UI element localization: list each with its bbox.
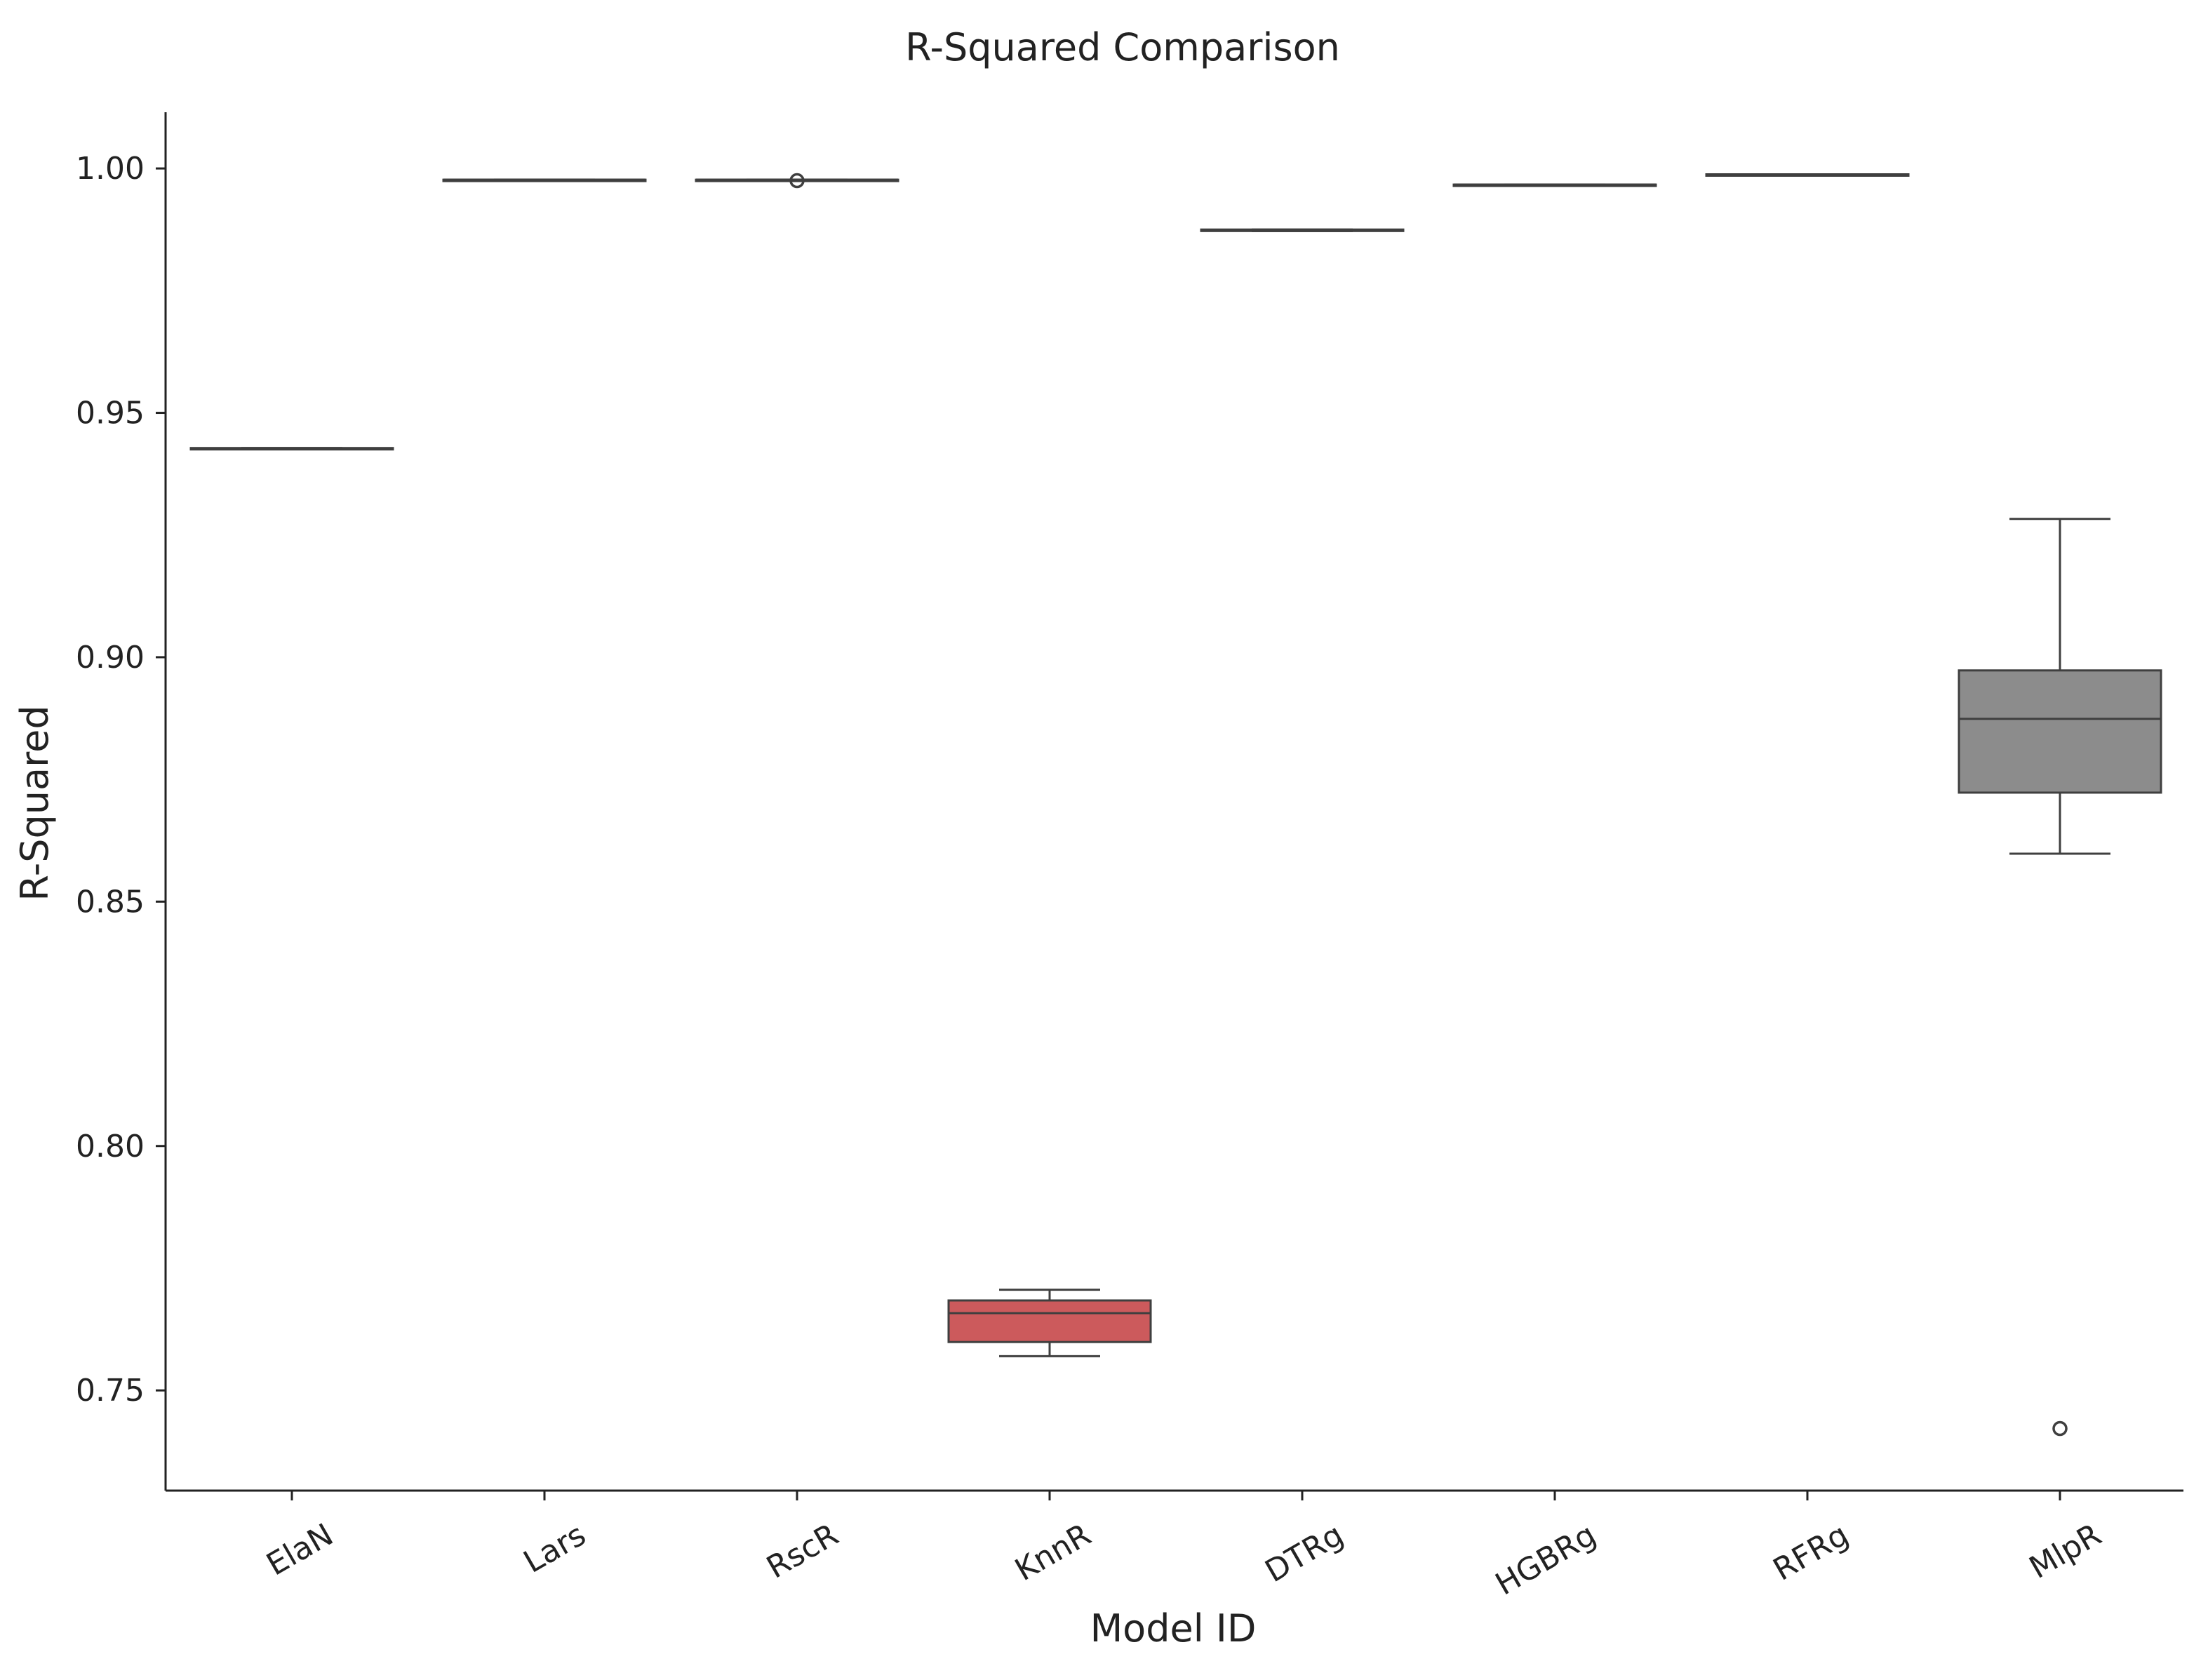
box-mlpr bbox=[1958, 518, 2162, 1437]
box-lars bbox=[442, 178, 647, 182]
y-tick-label: 0.80 bbox=[76, 1129, 145, 1164]
box-body bbox=[1958, 669, 2162, 794]
y-tick-label: 0.85 bbox=[76, 884, 145, 920]
chart-title: R-Squared Comparison bbox=[905, 25, 1340, 69]
y-axis-label: R-Squared bbox=[13, 705, 57, 901]
box-hgbrg bbox=[1452, 183, 1657, 187]
box-rscr bbox=[695, 173, 899, 189]
box-knnr bbox=[947, 1289, 1152, 1357]
y-tick-label: 0.90 bbox=[76, 640, 145, 676]
box-dtrg bbox=[1200, 228, 1405, 232]
box-elan bbox=[189, 447, 394, 451]
outlier-point bbox=[2052, 1420, 2068, 1437]
x-axis-label: Model ID bbox=[1090, 1606, 1257, 1651]
box-marks bbox=[189, 173, 2162, 1437]
y-tick-label: 1.00 bbox=[76, 151, 145, 187]
y-tick-label: 0.95 bbox=[76, 396, 145, 431]
outlier-point bbox=[789, 173, 805, 189]
box-body bbox=[947, 1299, 1152, 1343]
box-rfrg bbox=[1705, 173, 1910, 177]
y-tick-label: 0.75 bbox=[76, 1373, 145, 1409]
